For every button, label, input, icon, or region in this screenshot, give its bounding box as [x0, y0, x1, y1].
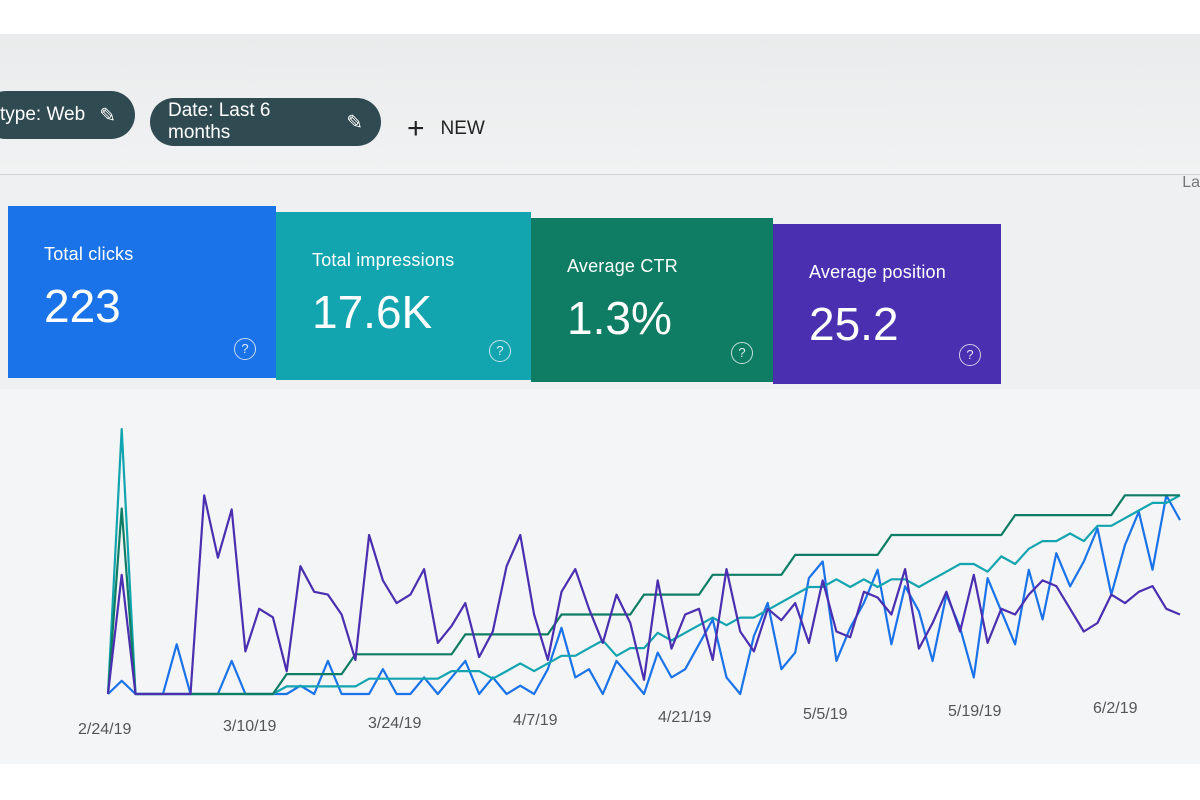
- series-line-1: [106, 427, 1181, 696]
- performance-chart: 2/24/19 3/10/19 3/24/19 4/7/19 4/21/19 5/5/19…: [0, 389, 1200, 764]
- metric-label: Total impressions: [312, 250, 455, 270]
- metric-cards: Total clicks 223 ? Total impressions 17.…: [0, 202, 1200, 384]
- x-tick-label: 4/7/19: [513, 712, 558, 729]
- metric-label: Average position: [809, 262, 946, 282]
- series-line-2: [106, 494, 1180, 696]
- help-circle-icon[interactable]: ?: [731, 342, 753, 364]
- pencil-icon[interactable]: ✎: [99, 104, 116, 127]
- metric-label: Average CTR: [567, 256, 678, 276]
- metric-value: 17.6K: [312, 286, 433, 338]
- new-filter-button[interactable]: + NEW: [407, 114, 485, 144]
- new-filter-label: NEW: [440, 118, 485, 139]
- metric-card-average-ctr[interactable]: Average CTR 1.3% ?: [531, 218, 773, 382]
- date-filter-label: Date: Last 6 months: [168, 100, 271, 143]
- metric-card-average-position[interactable]: Average position 25.2 ?: [773, 224, 1001, 384]
- type-filter-chip[interactable]: type: Web ✎: [0, 91, 135, 139]
- line-chart-svg: 2/24/19 3/10/19 3/24/19 4/7/19 4/21/19 5/5/19…: [78, 427, 1181, 738]
- type-filter-label: type: Web: [0, 104, 86, 125]
- x-tick-label: 4/21/19: [658, 709, 711, 726]
- series-line-3: [106, 494, 1181, 696]
- help-circle-icon[interactable]: ?: [489, 340, 511, 362]
- metric-card-total-impressions[interactable]: Total impressions 17.6K ?: [276, 212, 531, 380]
- x-tick-label: 2/24/19: [78, 721, 131, 738]
- x-tick-label: 5/19/19: [948, 703, 1001, 720]
- help-circle-icon[interactable]: ?: [234, 338, 256, 360]
- metric-card-total-clicks[interactable]: Total clicks 223 ?: [8, 206, 276, 378]
- metric-value: 25.2: [809, 298, 899, 350]
- search-console-screen: type: Web ✎ Date: Last 6 months ✎ + NEW …: [0, 34, 1200, 764]
- date-filter-chip[interactable]: Date: Last 6 months ✎: [150, 98, 381, 146]
- x-tick-label: 6/2/19: [1093, 700, 1138, 717]
- help-circle-icon[interactable]: ?: [959, 344, 981, 366]
- plus-icon: +: [407, 112, 425, 145]
- edge-label: La: [1182, 174, 1200, 191]
- metric-value: 223: [44, 280, 121, 332]
- x-tick-label: 3/10/19: [223, 718, 276, 735]
- pencil-icon[interactable]: ✎: [346, 111, 363, 134]
- metric-label: Total clicks: [44, 244, 134, 264]
- x-tick-label: 3/24/19: [368, 715, 421, 732]
- x-tick-label: 5/5/19: [803, 706, 848, 723]
- metric-value: 1.3%: [567, 292, 672, 344]
- filter-bar: type: Web ✎ Date: Last 6 months ✎ + NEW: [0, 34, 1200, 175]
